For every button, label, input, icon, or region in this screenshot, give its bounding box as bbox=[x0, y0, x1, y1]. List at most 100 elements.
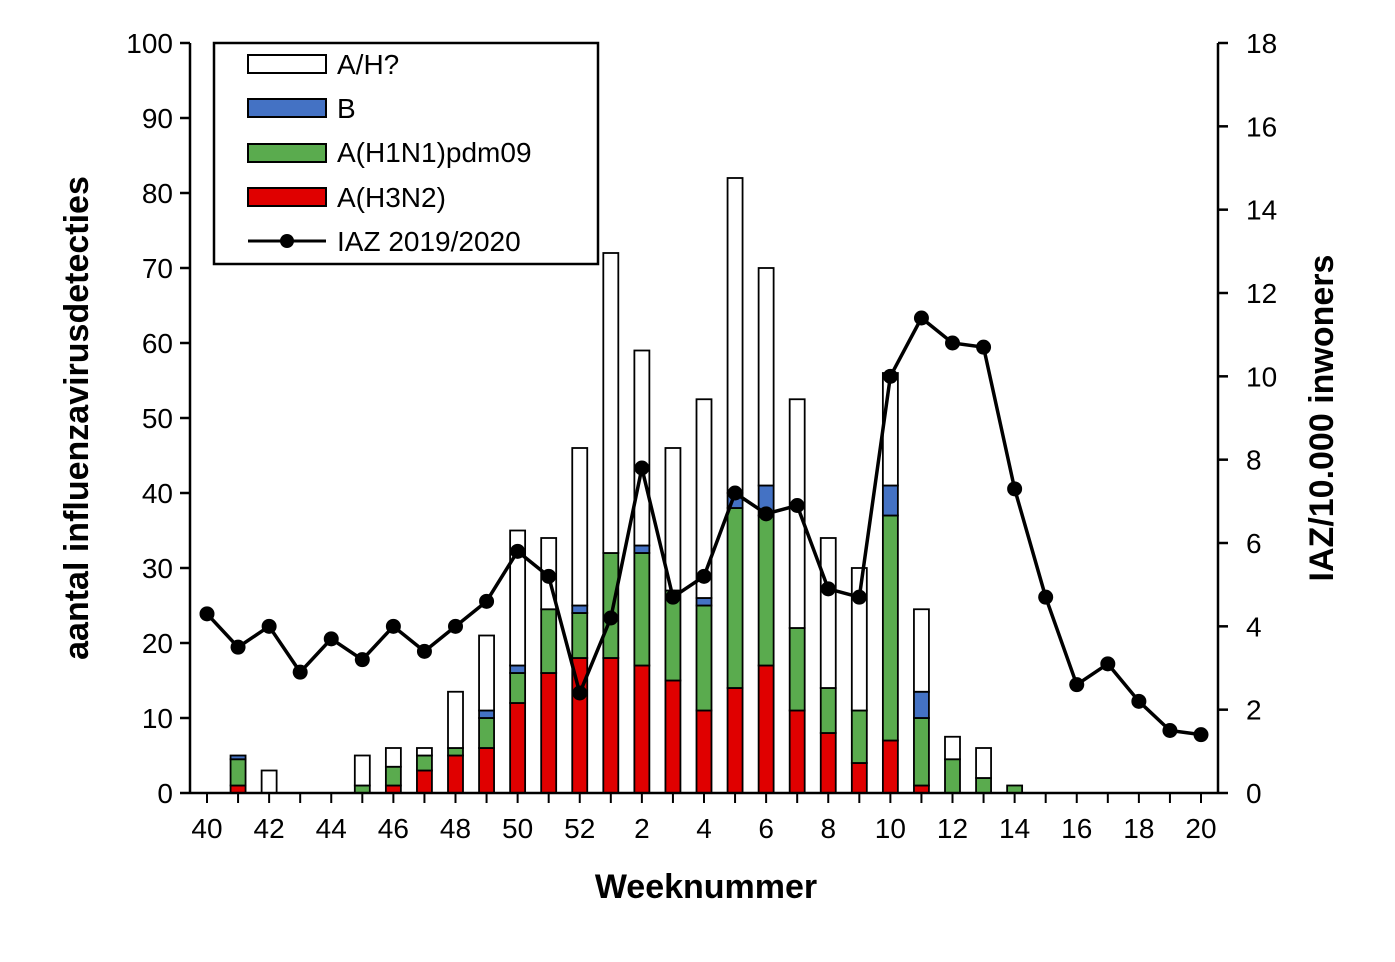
y-left-tick-label: 0 bbox=[157, 778, 173, 809]
iaz-point-week-44 bbox=[323, 631, 339, 647]
x-tick-label: 50 bbox=[502, 813, 533, 844]
bar-a-h3n2-week-1 bbox=[602, 657, 620, 794]
legend-swatch-iaz-marker bbox=[280, 234, 294, 248]
bar-a-h3n2-week-9 bbox=[850, 762, 868, 794]
x-tick-label: 4 bbox=[696, 813, 712, 844]
bar-a-h3n2-week-49 bbox=[478, 747, 495, 794]
iaz-point-week-52 bbox=[572, 685, 588, 701]
y-left-tick-label: 90 bbox=[142, 103, 173, 134]
bar-b-week-50 bbox=[509, 664, 527, 674]
x-tick-label: 52 bbox=[564, 813, 595, 844]
y-left-tick-label: 10 bbox=[142, 703, 173, 734]
x-tick-label: 20 bbox=[1185, 813, 1216, 844]
x-tick-label: 40 bbox=[191, 813, 222, 844]
bar-b-week-4 bbox=[695, 597, 713, 607]
iaz-line-layer bbox=[199, 310, 1209, 743]
iaz-point-week-20 bbox=[1193, 727, 1209, 743]
x-tick-label: 48 bbox=[440, 813, 471, 844]
y-left-tick-label: 60 bbox=[142, 328, 173, 359]
bar-a-h-week-13 bbox=[975, 747, 992, 779]
bar-a-h-week-4 bbox=[695, 398, 713, 599]
bar-a-h1n1-pdm09-week-12 bbox=[944, 758, 961, 794]
bar-a-h3n2-week-2 bbox=[633, 664, 651, 794]
iaz-point-week-42 bbox=[261, 618, 277, 634]
bar-a-h1n1-pdm09-week-7 bbox=[788, 627, 806, 712]
bar-a-h1n1-pdm09-week-48 bbox=[447, 747, 464, 757]
x-tick-label: 10 bbox=[875, 813, 906, 844]
iaz-point-week-4 bbox=[696, 568, 712, 584]
y-left-tick-label: 70 bbox=[142, 253, 173, 284]
bar-a-h-week-1 bbox=[602, 252, 620, 554]
y-right-tick-label: 8 bbox=[1246, 445, 1262, 476]
bar-a-h-week-50 bbox=[509, 529, 527, 667]
iaz-point-week-49 bbox=[479, 593, 495, 609]
x-tick-label: 44 bbox=[316, 813, 347, 844]
iaz-point-week-19 bbox=[1162, 723, 1178, 738]
bar-b-week-52 bbox=[571, 604, 589, 614]
y-right-tick-label: 12 bbox=[1246, 278, 1277, 309]
legend-swatch-h1n1 bbox=[247, 143, 327, 163]
bar-a-h3n2-week-4 bbox=[695, 709, 713, 794]
iaz-point-week-46 bbox=[385, 618, 401, 634]
legend-swatch-b bbox=[247, 98, 327, 118]
x-tick-label: 8 bbox=[820, 813, 836, 844]
iaz-point-week-43 bbox=[292, 664, 308, 680]
iaz-point-week-2 bbox=[634, 460, 650, 476]
y-right-tick-label: 10 bbox=[1246, 361, 1277, 392]
bar-a-h1n1-pdm09-week-5 bbox=[726, 507, 744, 689]
bar-a-h1n1-pdm09-week-51 bbox=[540, 608, 558, 674]
y-right-tick-label: 0 bbox=[1246, 778, 1262, 809]
iaz-point-week-48 bbox=[448, 618, 463, 634]
bar-a-h1n1-pdm09-week-10 bbox=[881, 514, 899, 742]
bar-a-h-week-8 bbox=[819, 537, 837, 689]
bar-a-h3n2-week-48 bbox=[447, 754, 464, 794]
iaz-point-week-13 bbox=[976, 339, 992, 355]
iaz-point-week-47 bbox=[416, 643, 432, 659]
iaz-point-week-50 bbox=[510, 543, 526, 559]
iaz-point-week-9 bbox=[851, 589, 867, 605]
iaz-point-week-5 bbox=[727, 485, 743, 501]
x-tick-label: 16 bbox=[1061, 813, 1092, 844]
iaz-point-week-3 bbox=[665, 589, 681, 605]
iaz-point-week-18 bbox=[1131, 693, 1147, 709]
bar-a-h1n1-pdm09-week-49 bbox=[478, 717, 495, 749]
bar-a-h-week-7 bbox=[788, 398, 806, 629]
y-right-tick-label: 16 bbox=[1246, 111, 1277, 142]
bar-a-h1n1-pdm09-week-50 bbox=[509, 672, 527, 704]
iaz-point-week-1 bbox=[603, 610, 619, 626]
x-tick-label: 14 bbox=[999, 813, 1030, 844]
legend: A/H? B A(H1N1)pdm09 A(H3N2) IAZ 2019/202… bbox=[212, 41, 600, 266]
x-tick-label: 42 bbox=[254, 813, 285, 844]
iaz-point-week-7 bbox=[789, 498, 805, 513]
bar-a-h3n2-week-5 bbox=[726, 687, 744, 794]
legend-label-ah: A/H? bbox=[337, 49, 399, 80]
y-left-tick-label: 100 bbox=[126, 28, 173, 59]
bar-a-h-week-12 bbox=[944, 735, 961, 761]
bar-a-h1n1-pdm09-week-11 bbox=[913, 717, 930, 787]
bar-a-h-week-42 bbox=[260, 769, 278, 794]
bar-a-h1n1-pdm09-week-6 bbox=[757, 514, 775, 667]
bar-a-h1n1-pdm09-week-41 bbox=[229, 758, 247, 787]
y-right-tick-label: 18 bbox=[1246, 28, 1277, 59]
iaz-point-week-12 bbox=[945, 335, 960, 351]
iaz-point-week-11 bbox=[913, 310, 929, 326]
iaz-point-week-41 bbox=[230, 639, 246, 655]
iaz-point-week-51 bbox=[541, 568, 557, 584]
bar-a-h1n1-pdm09-week-13 bbox=[975, 777, 992, 794]
bar-a-h3n2-week-3 bbox=[664, 679, 682, 794]
iaz-point-week-45 bbox=[354, 652, 370, 668]
x-tick-label: 18 bbox=[1123, 813, 1154, 844]
bar-a-h1n1-pdm09-week-4 bbox=[695, 604, 713, 712]
bar-a-h-week-2 bbox=[633, 349, 651, 547]
iaz-point-week-6 bbox=[758, 506, 774, 522]
bar-a-h-week-45 bbox=[353, 754, 371, 787]
legend-swatch-h3n2 bbox=[247, 187, 327, 207]
y-left-tick-label: 20 bbox=[142, 628, 173, 659]
x-tick-label: 46 bbox=[378, 813, 409, 844]
y-left-tick-label: 80 bbox=[142, 178, 173, 209]
iaz-point-week-16 bbox=[1069, 677, 1085, 693]
bar-b-week-2 bbox=[633, 544, 651, 554]
x-tick-label: 6 bbox=[758, 813, 774, 844]
legend-label-iaz: IAZ 2019/2020 bbox=[337, 226, 521, 257]
iaz-point-week-15 bbox=[1038, 589, 1054, 605]
